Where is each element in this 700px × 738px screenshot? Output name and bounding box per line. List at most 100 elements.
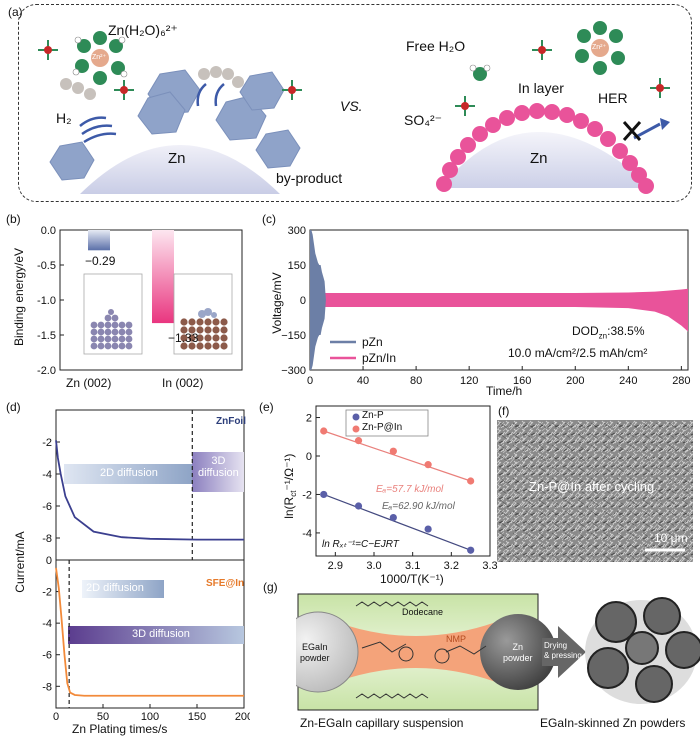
chart-e-points [320,427,475,554]
e-ea-bot: Eₐ=62.90 kJ/mol [382,501,455,512]
d-top-3d-label: 3D diffusion [198,455,239,479]
panel-label-b: (b) [6,212,21,226]
e-point-zn-p-in [467,477,475,485]
series-sfe-in [55,567,244,697]
chart-d: -2 -4 -6 -8 0 -2 -4 -6 -8 0 50 100 150 200 [42,409,250,720]
suspension-illustration [296,593,700,711]
d-top-2d-label: 2D diffusion [100,467,158,479]
sem-image [497,420,693,562]
chart-e-legend [345,409,429,437]
d-ytick-label: -8 [42,533,52,545]
g-caption-left: Zn-EGaIn capillary suspension [300,716,464,730]
panel-a-box [18,4,692,202]
d-xtick-label: 50 [97,711,109,720]
e-xtick-label: 3.3 [482,560,497,572]
e-ea-top: Eₐ=57.7 kJ/mol [376,484,444,495]
label-vs: VS. [340,98,363,114]
d-bot-3d-band [68,626,244,644]
c-ytick-label: 150 [288,260,306,272]
g-arrow-label: Drying & pressing [544,641,582,661]
zn002-slab [83,273,143,355]
panel-label-d: (d) [6,400,21,414]
e-point-zn-p [424,525,432,533]
series-pzn-in [310,288,688,332]
e-xlabel: 1000/T(K⁻¹) [380,572,444,586]
c-xtick-label: 0 [307,375,313,387]
label-zn2plus-right: Zn²⁺ [592,44,607,51]
c-legend-pzn: pZn [362,335,383,349]
b-cat-in: In (002) [162,376,204,390]
chart-e-ticks: 2 0 -2 -4 2.9 3.0 3.1 3.2 3.3 [302,413,497,572]
d-top-3d-l2: diffusion [198,467,239,479]
d-top-3d-l1: 3D [211,455,226,467]
b-cat-zn: Zn (002) [66,376,112,390]
c-xtick-label: 240 [619,375,637,387]
d-bot-3d-label: 3D diffusion [132,628,190,640]
g-egain-l1: EGaIn [302,642,328,652]
b-ytick-label: 0.0 [41,225,56,237]
her-blocked-icon [622,118,670,141]
d-ytick-label: -6 [42,650,52,662]
b-val-in: −1.33 [168,331,199,345]
e-point-zn-p [389,513,397,522]
chart-b: 0.0 -0.5 -1.0 -1.5 -2.0 [37,225,243,377]
c-xtick-label: 40 [357,375,369,387]
label-her: HER [598,90,628,106]
g-nmp: NMP [446,634,466,644]
e-ytick-label: -2 [302,489,312,501]
e-point-zn-p-in [320,427,328,435]
c-xlabel: Time/h [486,384,523,398]
fit-line-zn-p [323,493,471,551]
g-arrow-l1: Drying [544,641,568,650]
c-ytick-label: −150 [281,330,306,342]
e-point-zn-p [467,546,475,554]
e-ytick-label: 0 [306,451,312,463]
zn-anode-right [440,132,652,188]
free-water [469,64,491,81]
e-ytick-label: -4 [302,528,312,540]
g-arrow-l2: & pressing [544,651,582,660]
g-egain-l2: powder [300,653,330,663]
c-ytick-label: −300 [281,365,306,377]
label-zn-h2o: Zn(H₂O)₆²⁺ [108,22,178,38]
in-layer-beads [436,103,654,194]
chart-b-bars [88,230,174,324]
d-xtick-label: 200 [235,711,250,720]
d-ytick-label: -2 [42,437,52,449]
zn-powder-particle [480,614,556,690]
series-pzn [310,230,326,370]
d-ytick-label: 0 [46,555,52,567]
label-byproduct: by-product [276,170,343,186]
d-ytick-label: -8 [42,681,52,693]
c-xtick-label: 280 [672,375,690,387]
e-point-zn-p [320,490,328,499]
d-bot-title: SFE@In [206,578,245,589]
e-point-zn-p-in [354,437,363,445]
d-ytick-label: -2 [42,587,52,599]
panel-a-illustration [38,21,670,194]
zn-anode-left [80,145,280,194]
b-ytick-label: -2.0 [37,365,56,377]
c-ytick-label: 300 [288,225,306,237]
label-zn-right: Zn [530,150,548,167]
c-xtick-label: 160 [513,375,531,387]
c-dod-sub: zn [598,331,608,341]
d-xtick-label: 150 [188,711,206,720]
panel-label-g: (g) [263,580,278,594]
fit-line-zn-p-in [323,430,471,482]
d-xtick-label: 100 [141,711,159,720]
c-dod-val: :38.5% [607,324,645,338]
g-dodecane: Dodecane [402,607,444,617]
g-znp-l2: powder [503,653,533,663]
d-bot-2d-label: 2D diffusion [86,582,144,594]
capillary-bridge [336,622,496,682]
label-in-layer: In layer [518,80,564,96]
e-legend-znpin: Zn-P@In [362,422,403,433]
d-xlabel: Zn Plating times/s [72,722,168,736]
egain-skinned-cluster [585,597,700,704]
e-formula: ln Rₓₜ⁻¹=C−EJRT [322,539,399,550]
d-bot-2d-band [82,580,164,598]
g-znp-label: Zn powder [503,642,533,664]
